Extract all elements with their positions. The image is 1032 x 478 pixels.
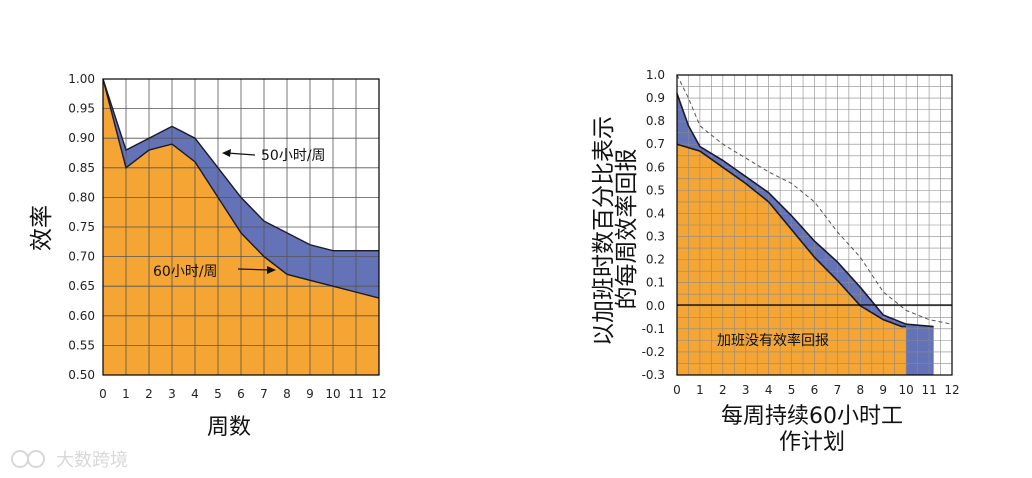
- x-tick-label: 1: [696, 383, 704, 397]
- series-line-upper: [676, 93, 934, 328]
- x-tick-label: 5: [214, 387, 222, 401]
- right-y-axis-label-line2: 的每周效率回报: [614, 149, 640, 310]
- series-line-base: [676, 143, 907, 328]
- annotation-50-arrow-line: [226, 152, 256, 156]
- watermark-logo-icon: [11, 450, 29, 468]
- y-tick-label: 0.90: [68, 131, 95, 145]
- x-tick-label: 12: [371, 387, 386, 401]
- right-chart: 1.0 0.9 0.8 0.7 0.6 0.5 0.4 0.3 0.2 0.1 0.0 -0.1 -0.…: [591, 68, 960, 455]
- x-tick-label: 1: [122, 387, 130, 401]
- x-tick-label: 4: [765, 383, 773, 397]
- x-tick-label: 5: [788, 383, 796, 397]
- x-tick-label: 3: [742, 383, 750, 397]
- annotation-60-hours: 60小时/周: [153, 264, 218, 280]
- x-tick-label: 6: [811, 383, 819, 397]
- left-plot-frame: [102, 78, 380, 376]
- x-tick-label: 6: [237, 387, 245, 401]
- y-tick-label: 0.1: [646, 276, 665, 290]
- watermark: 大数跨境: [11, 450, 128, 471]
- y-tick-label: 1.00: [68, 72, 95, 86]
- y-tick-label: 0.6: [646, 160, 665, 174]
- y-tick-label: 1.0: [646, 68, 665, 82]
- right-x-axis-label-line2: 作计划: [779, 430, 845, 455]
- x-tick-label: 10: [325, 387, 340, 401]
- y-tick-label: 0.2: [646, 253, 665, 267]
- y-tick-label: 0.4: [646, 206, 665, 220]
- left-chart: 1.00 0.95 0.90 0.85 0.80 0.75 0.70 0.65 0.60 0.55…: [29, 72, 387, 440]
- left-x-axis-label: 周数: [207, 415, 251, 440]
- y-tick-label: 0.7: [646, 137, 665, 151]
- annotation-50-hours: 50小时/周: [261, 148, 326, 164]
- y-tick-label: 0.5: [646, 183, 665, 197]
- y-tick-label: 0.3: [646, 230, 665, 244]
- y-tick-label: 0.9: [646, 91, 665, 105]
- y-tick-label: 0.75: [68, 220, 95, 234]
- annotation-60-arrowhead: [267, 266, 276, 274]
- y-tick-label: -0.1: [642, 322, 665, 336]
- x-tick-label: 10: [899, 383, 914, 397]
- y-tick-label: 0.8: [646, 114, 665, 128]
- annotation-50-arrowhead: [222, 149, 231, 157]
- x-tick-label: 11: [348, 387, 363, 401]
- x-tick-label: 11: [921, 383, 936, 397]
- left-y-axis-label: 效率: [29, 205, 55, 251]
- y-tick-label: 0.55: [68, 338, 95, 352]
- x-tick-label: 2: [145, 387, 153, 401]
- y-tick-label: 0.60: [68, 309, 95, 323]
- right-x-axis-label-line1: 每周持续60小时工: [721, 404, 903, 429]
- annotation-no-return: 加班没有效率回报: [717, 332, 829, 349]
- annotation-60-arrow-line: [237, 268, 271, 271]
- x-tick-label: 0: [99, 387, 107, 401]
- right-plot-frame: [676, 74, 953, 376]
- watermark-text: 大数跨境: [56, 450, 128, 471]
- x-tick-label: 3: [168, 387, 176, 401]
- x-tick-label: 8: [857, 383, 865, 397]
- x-tick-label: 2: [719, 383, 727, 397]
- y-tick-label: -0.2: [642, 345, 665, 359]
- y-tick-label: 0.80: [68, 190, 95, 204]
- x-tick-label: 0: [673, 383, 681, 397]
- series-line-dashed: [676, 74, 953, 325]
- x-tick-label: 4: [191, 387, 199, 401]
- right-y-axis-label-line1: 以加班时数百分比表示: [591, 116, 617, 346]
- y-tick-label: 0.0: [646, 299, 665, 313]
- y-tick-label: 0.70: [68, 250, 95, 264]
- series-line-1: [102, 78, 380, 299]
- y-tick-label: 0.95: [68, 102, 95, 116]
- x-tick-label: 12: [944, 383, 959, 397]
- x-tick-label: 9: [879, 383, 887, 397]
- watermark-logo-icon-2: [27, 450, 45, 468]
- y-tick-label: -0.3: [642, 368, 665, 382]
- x-tick-label: 7: [260, 387, 268, 401]
- y-tick-label: 0.65: [68, 279, 95, 293]
- y-tick-label: 0.50: [68, 368, 95, 382]
- x-tick-label: 7: [834, 383, 842, 397]
- series-line-0: [102, 78, 379, 252]
- x-tick-label: 8: [283, 387, 291, 401]
- y-tick-label: 0.85: [68, 161, 95, 175]
- x-tick-label: 9: [306, 387, 314, 401]
